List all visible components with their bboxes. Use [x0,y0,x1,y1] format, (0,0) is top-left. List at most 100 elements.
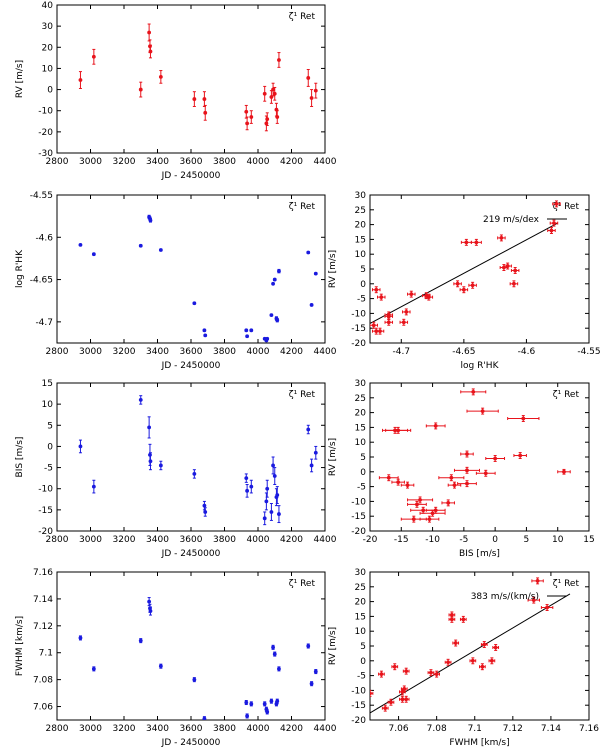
data-point [452,639,460,647]
data-point [245,116,250,131]
star-label: ζ¹ Ret [289,202,316,212]
data-marker [378,329,382,334]
data-marker [264,499,269,504]
data-marker [433,424,438,428]
x-tick-label: 7.1 [468,724,482,734]
x-tick-label: 3400 [146,535,169,545]
data-point [138,81,143,98]
y-tick-label: 0 [360,657,366,667]
x-tick-label: 3200 [113,724,136,734]
x-tick-label: 7.06 [389,724,409,734]
data-point [382,426,409,434]
data-point [377,293,386,301]
data-point [407,496,434,504]
data-point [91,48,96,65]
data-point [492,644,500,651]
chart-rv-time: 2800 3000 3200 3400 3600 3800 4000 4200 4400 -30 -… [15,1,337,181]
data-point [460,388,487,396]
data-point [378,474,399,482]
data-marker [138,87,143,92]
y-tick-label: -4.65 [30,276,53,286]
data-marker [245,488,250,493]
data-point [460,238,472,246]
y-tick-label: -15 [351,701,366,711]
y-tick-label: -20 [351,527,366,537]
data-marker [91,54,96,59]
data-marker [277,58,281,62]
data-marker [396,480,401,485]
data-point [372,286,381,294]
data-marker [203,722,207,726]
x-tick-label: 4000 [247,347,270,357]
data-point [466,407,499,415]
data-point [547,227,556,234]
data-marker [203,110,208,115]
x-tick-label: 3400 [146,157,169,167]
data-point [244,473,249,483]
x-tick-label: -5 [459,535,468,545]
data-marker [277,269,281,274]
star-label: ζ¹ Ret [289,390,316,400]
data-point [192,301,197,306]
data-point [503,262,512,270]
data-point [480,641,488,648]
y-tick-label: 15 [42,379,53,389]
data-point [271,281,275,286]
data-marker [545,605,550,610]
data-marker [401,320,406,325]
data-marker [265,117,270,122]
x-tick-label: 10 [552,535,564,545]
data-marker [404,669,409,674]
data-point [370,321,379,329]
data-point [275,317,280,323]
data-marker [275,318,280,323]
data-point [269,698,274,704]
data-point [277,268,281,274]
data-marker [430,511,435,516]
data-point [549,219,559,227]
y-tick-label: 25 [355,583,366,593]
data-marker [265,710,270,714]
y-tick-label: -20 [38,128,53,138]
data-marker [277,512,281,516]
y-tick-label: 0 [47,86,53,96]
data-marker [429,670,433,675]
data-marker [374,287,379,292]
data-point [488,657,496,665]
data-marker [306,427,311,432]
x-tick-label: 7.12 [503,724,523,734]
x-tick-label: 3400 [146,724,169,734]
data-marker [78,636,83,640]
data-marker [452,483,457,488]
y-tick-label: 30 [355,191,367,201]
data-point [441,499,455,507]
data-point [91,252,96,257]
x-axis-label: BIS [m/s] [459,549,500,559]
data-marker [389,700,393,705]
x-tick-label: 3800 [213,347,236,357]
data-marker [309,96,314,100]
data-marker [262,91,267,96]
data-point [138,638,143,644]
data-marker [446,660,450,665]
data-marker [158,248,163,252]
y-tick-label: 25 [355,394,366,404]
data-marker [313,669,318,674]
data-point [244,328,249,333]
data-marker [244,476,249,481]
data-point [269,313,274,317]
data-marker [465,468,469,473]
data-marker [393,428,397,433]
data-point [265,479,270,498]
data-marker [404,697,409,702]
x-tick-label: -4.7 [393,347,411,357]
data-point [427,669,435,677]
data-marker [493,456,498,461]
data-marker [275,699,280,704]
data-marker [245,334,250,339]
y-tick-label: 10 [355,250,367,260]
data-point [381,704,389,712]
data-marker [202,716,207,720]
y-tick-label: 10 [355,627,367,637]
